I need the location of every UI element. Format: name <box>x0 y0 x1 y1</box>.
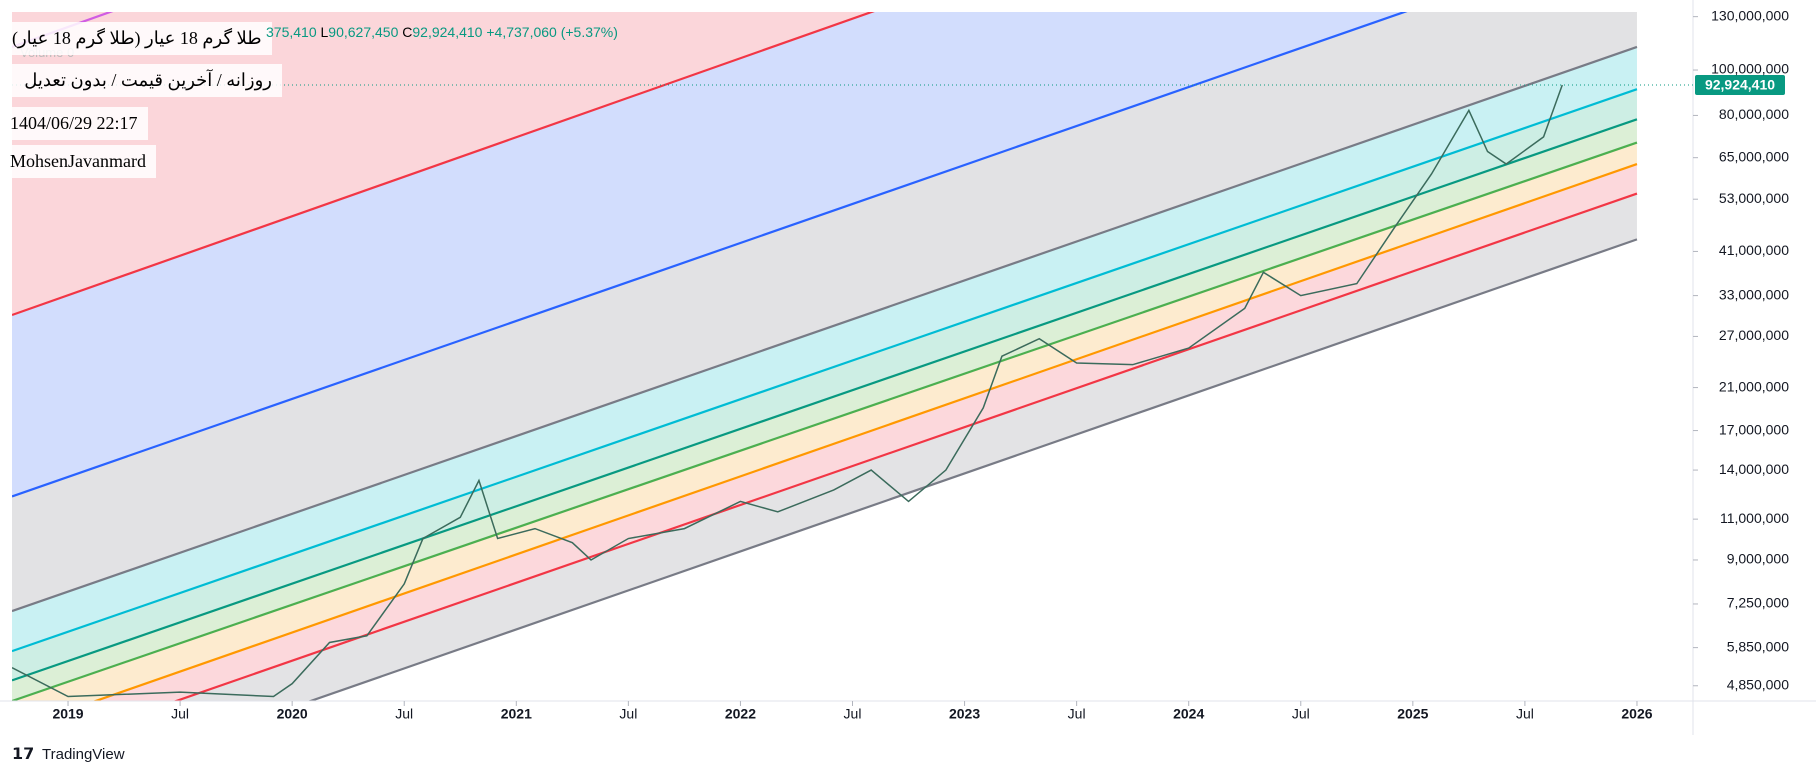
y-tick-label: 21,000,000 <box>1719 378 1789 394</box>
y-tick-label: 17,000,000 <box>1719 421 1789 437</box>
x-tick-label: Jul <box>171 706 189 722</box>
y-tick-label: 130,000,000 <box>1711 7 1789 23</box>
x-tick-label: 2026 <box>1621 706 1652 722</box>
channel-line <box>92 162 1638 701</box>
y-tick-label: 65,000,000 <box>1719 148 1789 164</box>
channel-line <box>12 12 875 317</box>
last-price-box <box>1695 74 1785 95</box>
y-tick-label: 41,000,000 <box>1719 242 1789 258</box>
x-tick-label: Jul <box>1292 706 1310 722</box>
x-tick-label: Jul <box>395 706 413 722</box>
x-tick-label: Jul <box>844 706 862 722</box>
channel-band <box>12 89 1637 681</box>
channel-line <box>12 12 1408 498</box>
price-line <box>12 84 1563 698</box>
y-tick-label: 100,000,000 <box>1711 61 1789 77</box>
y-tick-label: 33,000,000 <box>1719 286 1789 302</box>
ohlc-value: 375,410 <box>266 24 317 40</box>
x-tick-label: Jul <box>619 706 637 722</box>
x-tick-label: 2019 <box>52 706 83 722</box>
y-tick-label: 9,000,000 <box>1727 551 1789 567</box>
y-tick-label: 4,850,000 <box>1727 676 1789 692</box>
channel-line <box>307 238 1638 701</box>
ohlc-value: 90,627,450 <box>328 24 399 40</box>
y-tick-label: 7,250,000 <box>1727 595 1789 611</box>
x-tick-label: Jul <box>1068 706 1086 722</box>
channel-line <box>12 45 1638 613</box>
ohlc: 375,410 L90,627,450 C92,924,410 +4,737,0… <box>266 24 618 40</box>
timestamp: 1404/06/29 22:17 <box>0 107 148 140</box>
x-tick-label: 2022 <box>725 706 756 722</box>
author: MohsenJavanmard <box>0 145 156 178</box>
channel-band <box>12 119 1637 701</box>
subtitle: روزانه / آخرین قیمت / بدون تعدیل <box>0 64 282 97</box>
y-tick-label: 11,000,000 <box>1720 510 1789 526</box>
y-tick-label: 27,000,000 <box>1719 327 1789 343</box>
title: طلا گرم 18 عیار (طلا گرم 18 عیار) <box>2 22 272 55</box>
ohlc-value: 92,924,410 <box>412 24 483 40</box>
y-tick-label: 53,000,000 <box>1719 190 1789 206</box>
x-tick-label: 2023 <box>949 706 980 722</box>
channel-band <box>12 46 1637 652</box>
ohlc-change: +4,737,060 (+5.37%) <box>486 24 618 40</box>
channel-line <box>12 141 1638 701</box>
channel-line <box>12 88 1638 653</box>
logo: TradingView <box>42 746 125 763</box>
y-tick-label: 5,850,000 <box>1727 638 1789 654</box>
last-price-label: 92,924,410 <box>1705 77 1775 93</box>
channel-line <box>12 118 1638 682</box>
x-tick-label: Jul <box>1516 706 1534 722</box>
x-tick-label: 2024 <box>1173 706 1204 722</box>
x-tick-label: 2020 <box>277 706 308 722</box>
ohlc-key: L <box>320 24 329 40</box>
x-tick-label: 2021 <box>501 706 532 722</box>
y-tick-label: 80,000,000 <box>1719 106 1789 122</box>
logo-mark: 𝟭𝟳 <box>12 746 34 763</box>
y-tick-label: 14,000,000 <box>1719 461 1789 477</box>
channel-line <box>172 192 1638 701</box>
plot-area <box>12 12 1638 701</box>
x-tick-label: 2025 <box>1397 706 1428 722</box>
ohlc-key: C <box>402 24 413 40</box>
channel-band <box>12 12 1637 612</box>
